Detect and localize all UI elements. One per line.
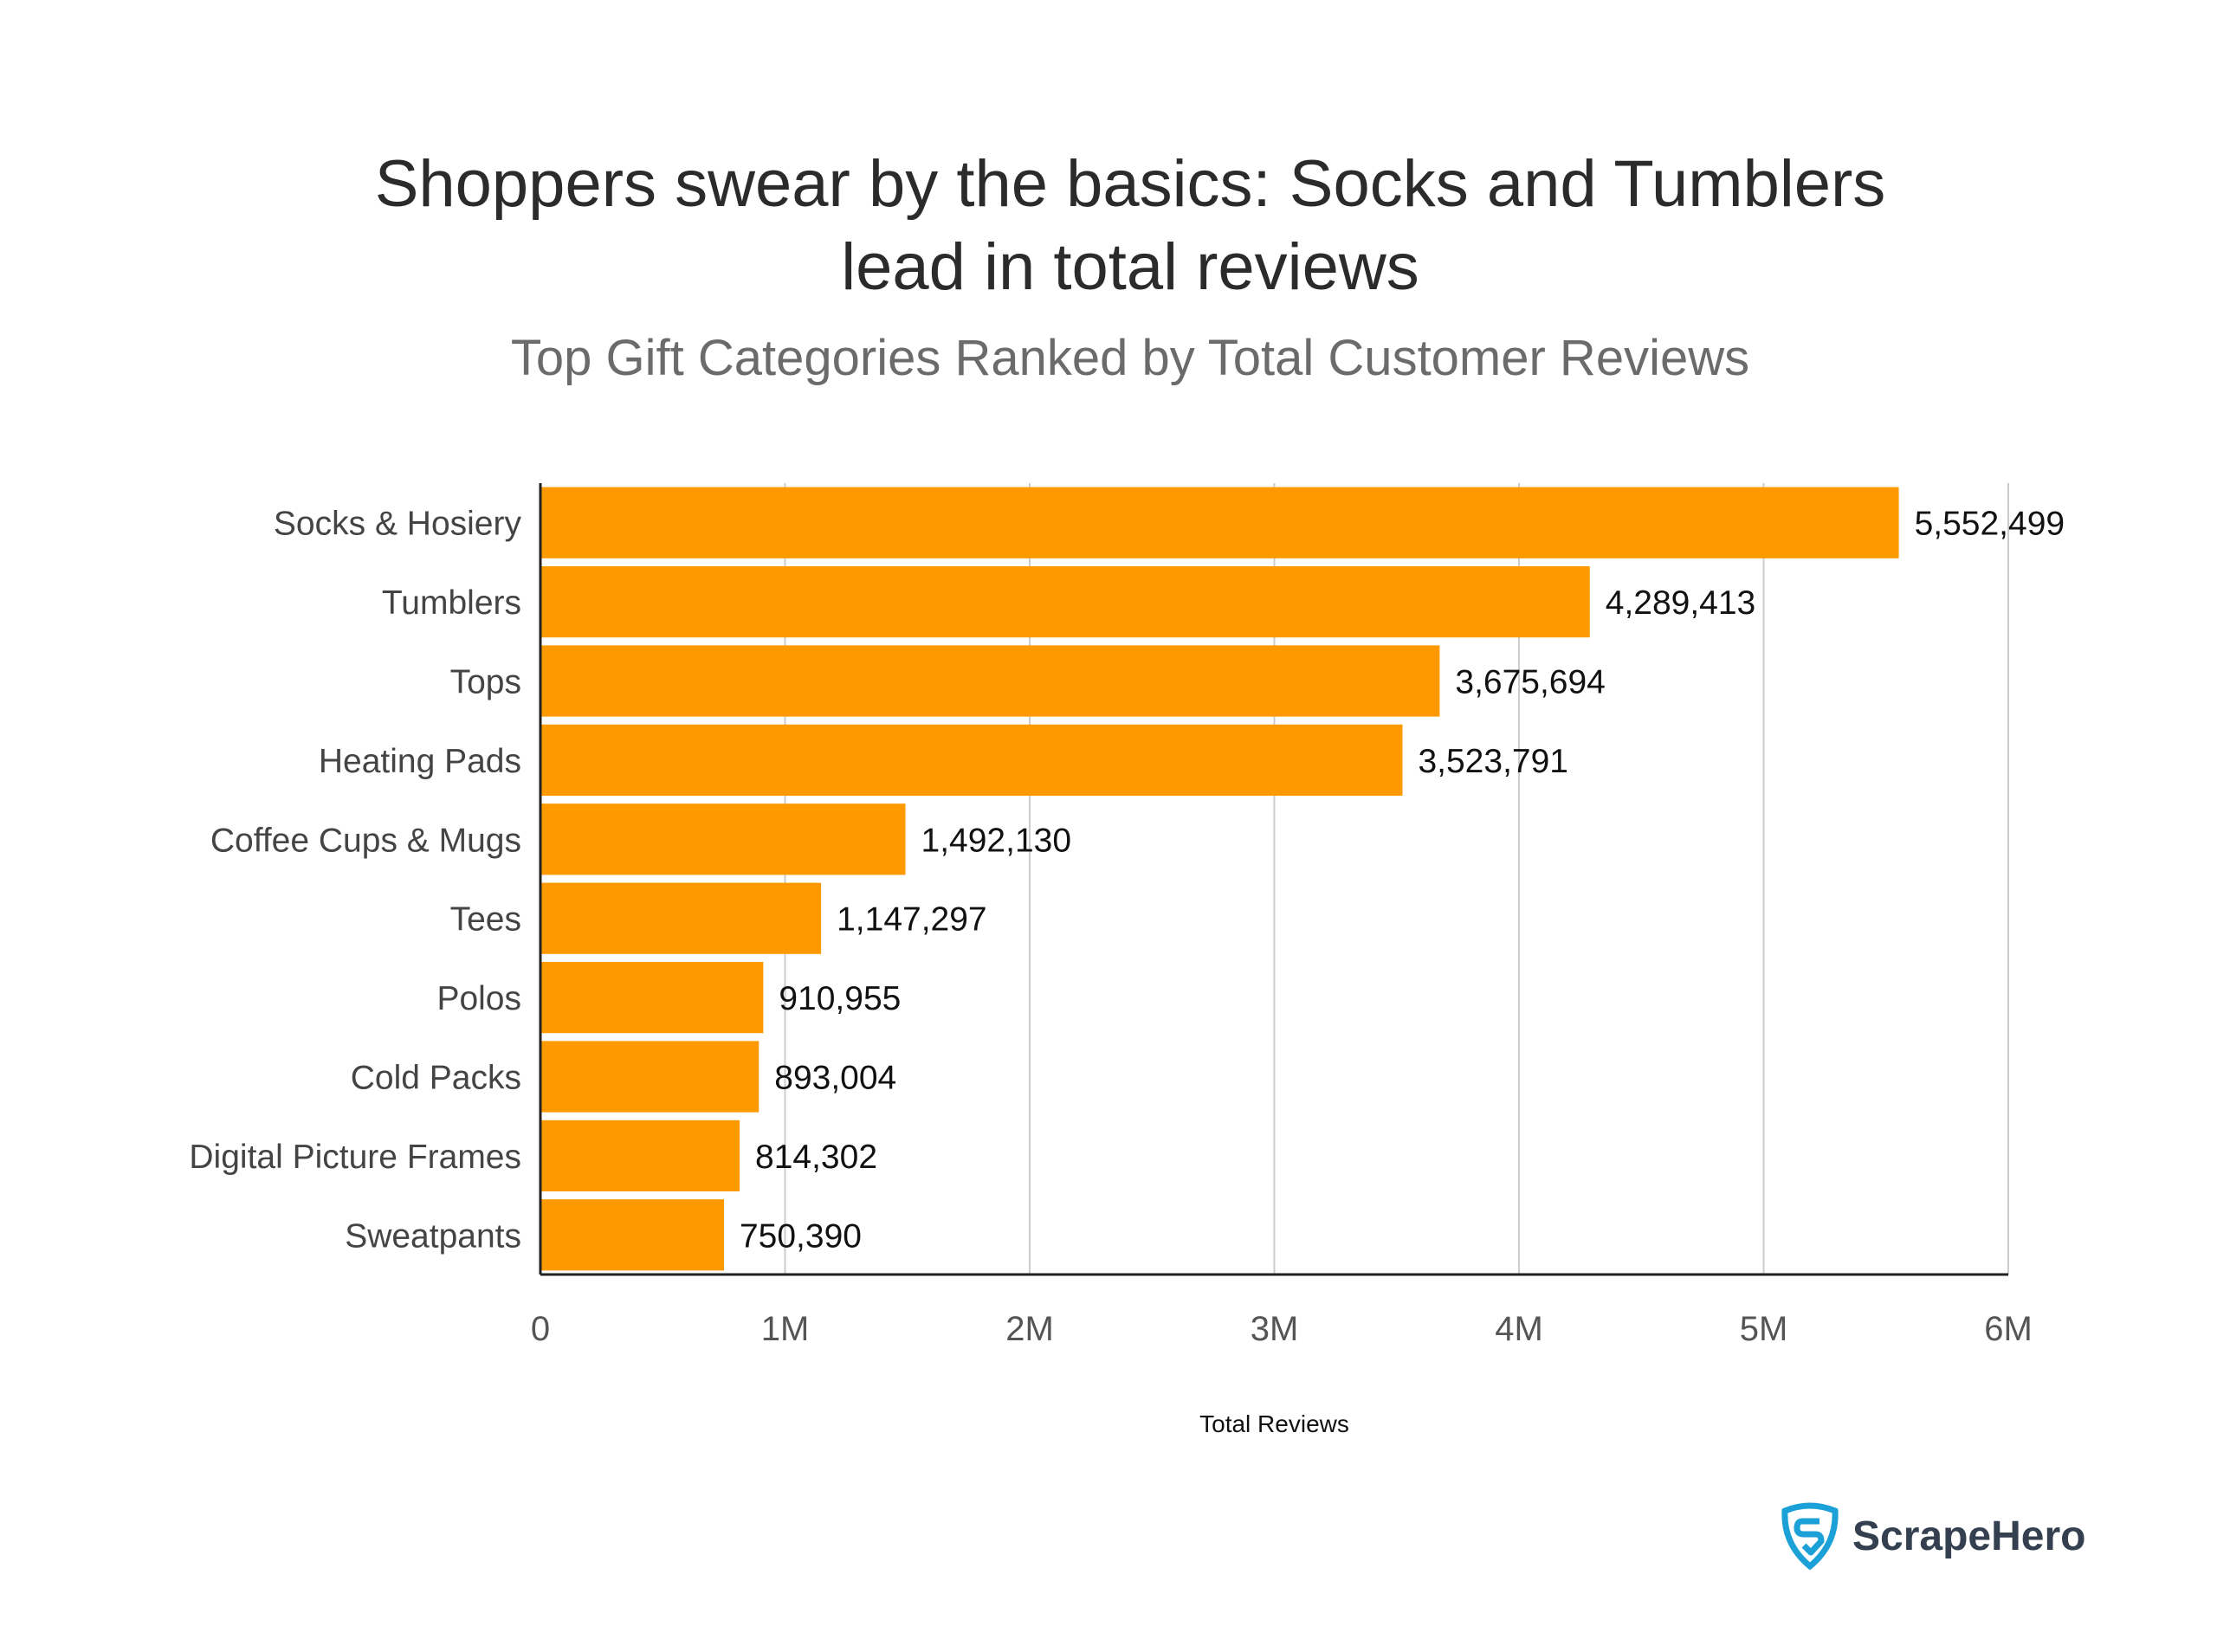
category-label: Coffee Cups & Mugs	[210, 822, 521, 859]
data-label: 1,492,130	[921, 822, 1072, 859]
x-tick-label: 4M	[1495, 1310, 1543, 1348]
shield-logo-icon	[1781, 1502, 1839, 1570]
x-tick-label: 1M	[761, 1310, 810, 1348]
data-label: 750,390	[740, 1217, 862, 1255]
x-axis-title: Total Reviews	[1199, 1410, 1349, 1437]
x-tick-label: 5M	[1740, 1310, 1788, 1348]
chart-title: Shoppers swear by the basics: Socks and …	[0, 143, 2217, 309]
x-tick-label: 6M	[1984, 1310, 2033, 1348]
x-tick-label: 3M	[1251, 1310, 1299, 1348]
category-label: Polos	[436, 980, 521, 1017]
bar	[540, 1120, 740, 1192]
data-label: 910,955	[779, 980, 901, 1017]
category-label: Digital Picture Frames	[189, 1139, 521, 1176]
x-tick-label: 0	[531, 1310, 550, 1348]
bar	[540, 565, 1590, 638]
bar	[540, 882, 822, 954]
category-label: Tumblers	[382, 584, 521, 622]
scrapehero-logo: ScrapeHero	[1780, 1502, 2085, 1570]
bar	[540, 803, 906, 875]
bar	[540, 487, 1899, 558]
x-tick-label: 2M	[1005, 1310, 1054, 1348]
category-label: Heating Pads	[319, 743, 521, 780]
category-label: Tees	[450, 901, 521, 939]
category-label: Sweatpants	[345, 1217, 521, 1255]
data-label: 3,523,791	[1418, 743, 1568, 780]
data-label: 893,004	[774, 1060, 896, 1097]
chart-subtitle: Top Gift Categories Ranked by Total Cust…	[510, 330, 1750, 386]
data-label: 4,289,413	[1606, 584, 1756, 622]
category-label: Cold Packs	[351, 1060, 521, 1097]
data-label: 814,302	[755, 1139, 877, 1176]
data-label: 1,147,297	[837, 901, 987, 939]
logo-text: ScrapeHero	[1852, 1513, 2086, 1559]
bar	[540, 1199, 724, 1271]
bar	[540, 961, 764, 1034]
category-label: Tops	[450, 664, 521, 701]
category-label: Socks & Hosiery	[274, 506, 522, 543]
bar	[540, 1041, 759, 1113]
chart-title-line-2: lead in total reviews	[841, 230, 1419, 304]
bar	[540, 724, 1403, 797]
chart-title-line-1: Shoppers swear by the basics: Socks and …	[374, 147, 1886, 221]
data-label: 5,552,499	[1915, 506, 2065, 543]
bar	[540, 645, 1440, 717]
data-label: 3,675,694	[1455, 664, 1606, 701]
